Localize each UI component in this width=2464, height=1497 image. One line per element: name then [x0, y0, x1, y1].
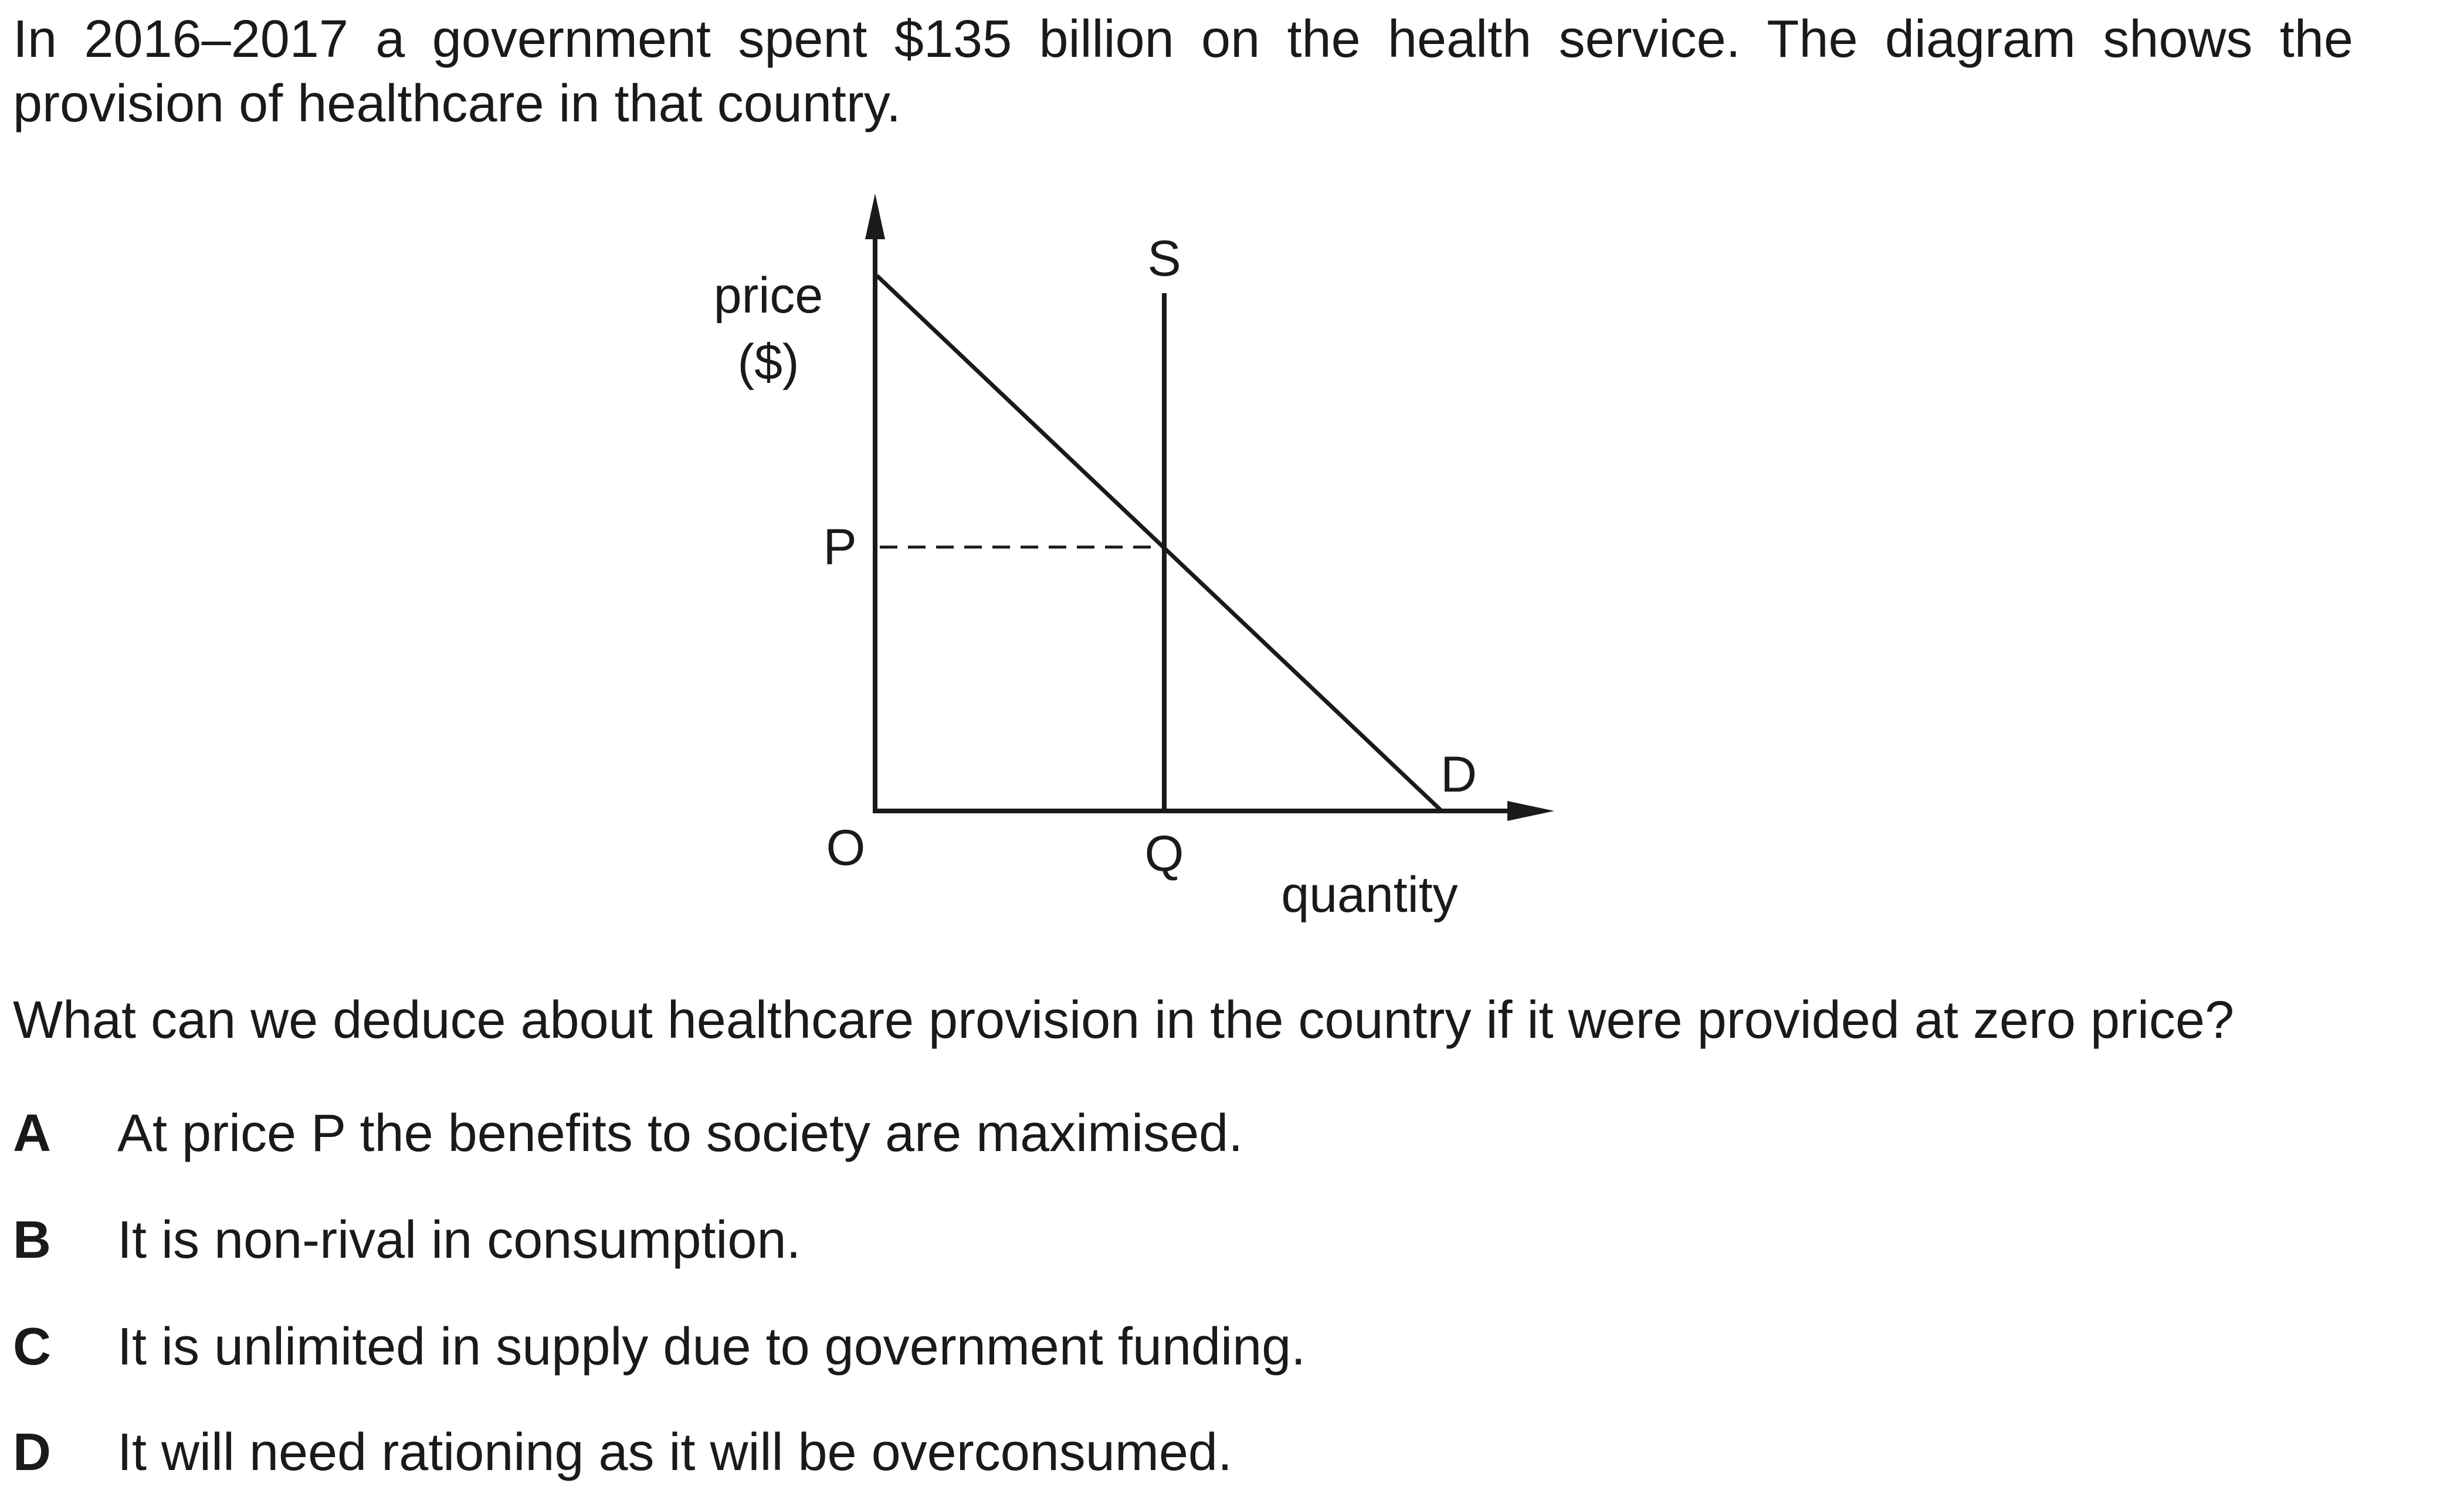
supply-label: S	[1147, 230, 1181, 287]
option-letter: C	[13, 1318, 51, 1376]
option-letter: A	[13, 1104, 51, 1163]
quantity-q-label: Q	[1145, 826, 1184, 882]
demand-curve	[875, 274, 1443, 813]
option-letter: D	[13, 1423, 51, 1482]
origin-label: O	[826, 820, 866, 876]
price-axis-arrowhead	[865, 194, 885, 239]
option-text: It is non-rival in consumption.	[117, 1211, 801, 1269]
option-text: It is unlimited in supply due to governm…	[117, 1318, 1306, 1376]
option-text: At price P the benefits to society are m…	[117, 1104, 1243, 1163]
demand-label: D	[1441, 746, 1477, 803]
supply-demand-diagram: price ($) S P D O Q quantity	[714, 194, 1554, 923]
price-p-label: P	[823, 519, 856, 575]
option-letter: B	[13, 1211, 51, 1269]
price-axis-unit: ($)	[737, 334, 799, 391]
price-axis-label: price	[714, 267, 823, 324]
quantity-axis-arrowhead	[1507, 801, 1554, 821]
quantity-axis-label: quantity	[1281, 867, 1458, 923]
intro-text: In 2016–2017 a government spent $135 bil…	[13, 10, 2353, 133]
option-text: It will need rationing as it will be ove…	[117, 1423, 1232, 1482]
question-text: What can we deduce about healthcare prov…	[13, 991, 2235, 1050]
